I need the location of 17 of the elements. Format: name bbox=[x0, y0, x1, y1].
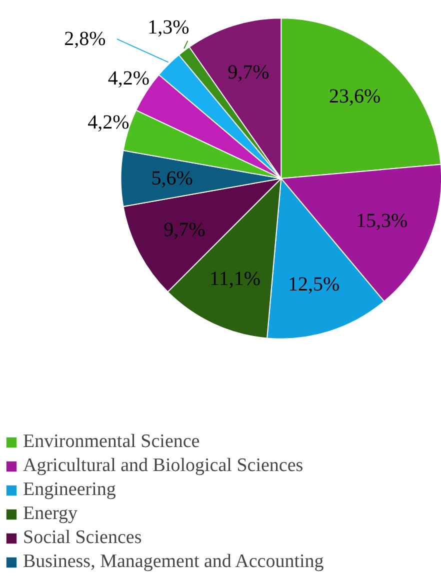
data-label: 12,5% bbox=[288, 273, 340, 296]
data-label: 4,2% bbox=[108, 68, 150, 90]
data-label: 23,6% bbox=[328, 86, 381, 108]
legend-label: Environmental Science bbox=[23, 430, 200, 454]
data-label: 2,8% bbox=[64, 28, 106, 50]
data-label: 5,6% bbox=[151, 167, 193, 190]
data-label: 9,7% bbox=[228, 62, 270, 84]
legend-label: Energy bbox=[23, 502, 78, 526]
legend-label: Social Sciences bbox=[23, 526, 142, 550]
legend-label: Agricultural and Biological Sciences bbox=[23, 454, 304, 478]
legend-label: Business, Management and Accounting bbox=[23, 550, 324, 574]
data-label: 9,7% bbox=[164, 218, 206, 241]
data-label: 1,3% bbox=[148, 16, 190, 39]
data-label: 15,3% bbox=[356, 210, 408, 232]
data-label: 11,1% bbox=[210, 268, 260, 290]
legend-label: Engineering bbox=[23, 478, 116, 502]
data-label: 4,2% bbox=[88, 112, 130, 134]
